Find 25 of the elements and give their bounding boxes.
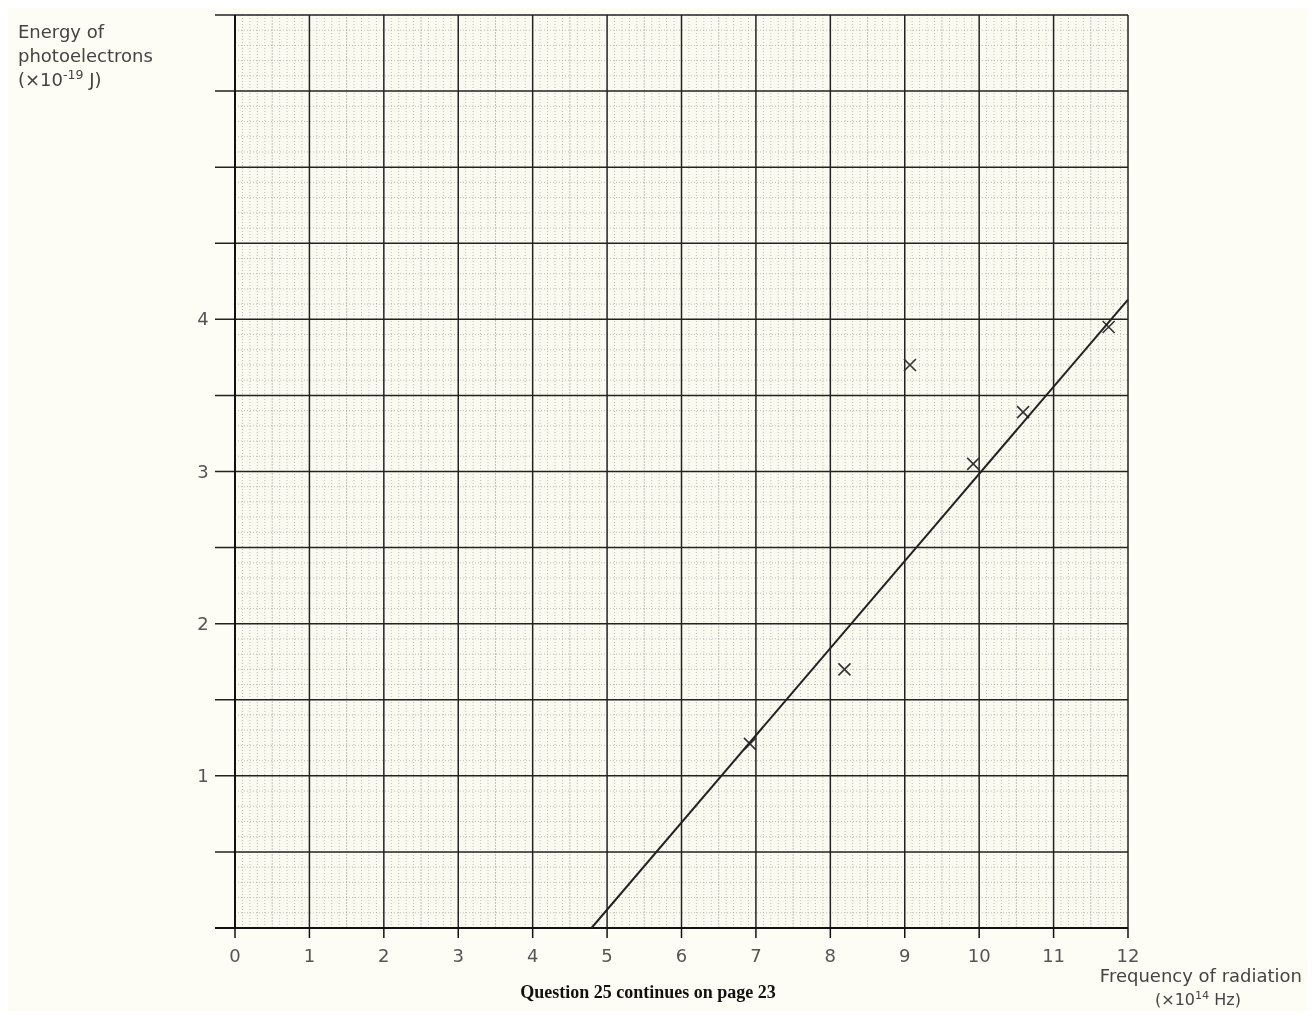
x-tick-label: 12 [1116, 945, 1140, 966]
x-tick-label: 9 [899, 945, 911, 966]
x-tick-label: 0 [229, 945, 241, 966]
x-tick-label: 6 [675, 945, 688, 966]
x-tick-label: 5 [601, 945, 613, 966]
x-tick-label: 10 [967, 945, 991, 966]
x-tick-label: 3 [452, 945, 464, 966]
y-tick-label: 4 [197, 308, 209, 330]
point [1016, 405, 1030, 419]
text: Question 25 continues on page 23 [520, 982, 776, 1002]
x-tick-label: 7 [750, 945, 762, 966]
x-tick-label: 1 [303, 945, 316, 966]
y-tick-label: 2 [197, 612, 209, 634]
x-tick-label: 8 [824, 945, 837, 966]
y-axis-title: Energy of photoelectrons (×10$^{-19}$ J) [18, 21, 153, 90]
x-axis-title: Frequency of radiation (×10$^{14}$ Hz) [1099, 965, 1302, 1009]
x-tick-label: 2 [378, 945, 390, 966]
x-tick-label: 11 [1042, 945, 1066, 966]
point [903, 358, 917, 372]
x-tick-label: 4 [526, 945, 539, 966]
point [1101, 320, 1116, 334]
y-tick-label: 3 [197, 460, 209, 482]
y-tick-label: 1 [197, 764, 209, 786]
point [966, 457, 981, 471]
point [837, 662, 852, 677]
